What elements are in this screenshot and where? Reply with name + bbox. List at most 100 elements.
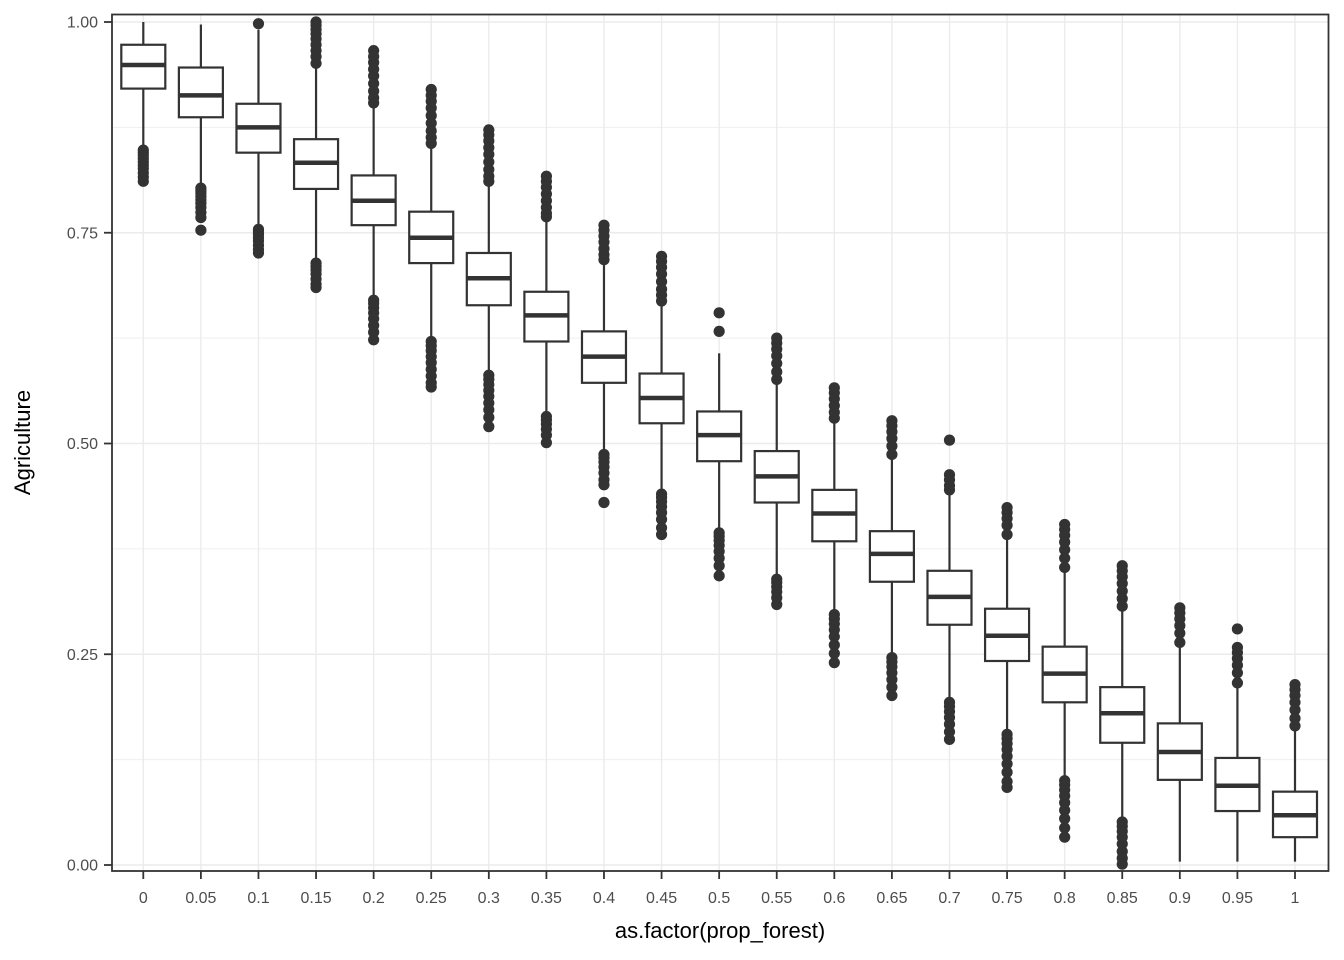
outlier-point: [368, 334, 380, 346]
x-tick-label: 0.45: [646, 890, 677, 907]
outlier-point: [1231, 623, 1244, 635]
outlier-point: [771, 357, 783, 370]
outlier-point: [655, 528, 668, 541]
y-tick-label: 0.25: [67, 647, 98, 664]
outlier-point: [310, 57, 322, 69]
outlier-point: [1059, 561, 1071, 574]
outlier-point: [1001, 766, 1013, 778]
box-0.55: [753, 332, 800, 611]
y-tick-label: 0.50: [67, 436, 98, 453]
box-0.8: [1041, 518, 1088, 843]
outlier-point: [598, 479, 610, 491]
outlier-point: [1116, 600, 1128, 612]
x-tick-label: 0.15: [300, 890, 331, 907]
outlier-point: [195, 211, 207, 224]
outlier-point: [1001, 758, 1013, 770]
box-0.65: [868, 415, 916, 702]
x-tick-label: 0: [139, 890, 148, 907]
box-0.45: [638, 250, 685, 541]
outlier-point: [1059, 813, 1071, 825]
outlier-point: [137, 175, 149, 187]
outlier-point: [1001, 519, 1013, 531]
outlier-point: [886, 681, 898, 693]
outlier-point: [483, 411, 495, 423]
box-0.85: [1099, 560, 1146, 870]
y-tick-label: 0.00: [67, 858, 98, 875]
box-0.7: [926, 434, 973, 745]
outlier-point: [1059, 544, 1071, 556]
x-tick-label: 0.2: [363, 890, 385, 907]
outlier-point: [655, 295, 668, 307]
outlier-point: [1059, 822, 1071, 834]
outlier-point: [1001, 528, 1013, 541]
outlier-point: [1174, 627, 1186, 639]
outlier-point: [1059, 552, 1071, 564]
x-tick-label: 0.75: [992, 890, 1023, 907]
box-0: [120, 22, 167, 187]
outlier-point: [540, 211, 552, 223]
x-tick-label: 0.5: [708, 890, 730, 907]
y-axis-title: Agriculture: [10, 390, 35, 495]
x-tick-label: 0.6: [823, 890, 845, 907]
outlier-point: [598, 496, 610, 509]
x-tick-label: 0.05: [185, 890, 216, 907]
outlier-point: [1289, 704, 1301, 716]
outlier-point: [943, 733, 956, 745]
box-0.05: [177, 24, 224, 236]
outlier-point: [195, 224, 207, 236]
outlier-point: [252, 18, 265, 30]
box-0.2: [350, 45, 397, 346]
outlier-point: [771, 373, 783, 386]
outlier-point: [598, 254, 610, 266]
box-0.75: [983, 501, 1031, 794]
outlier-point: [713, 325, 725, 337]
outlier-point: [1289, 720, 1301, 732]
x-axis-title: as.factor(prop_forest): [615, 918, 825, 943]
outlier-point: [310, 281, 322, 294]
x-tick-label: 0.7: [938, 890, 960, 907]
x-tick-label: 1: [1291, 890, 1300, 907]
outlier-point: [425, 381, 437, 393]
outlier-point: [483, 175, 495, 187]
outlier-point: [943, 484, 956, 496]
outlier-point: [1059, 831, 1071, 843]
outlier-point: [1174, 636, 1186, 649]
x-tick-label: 0.8: [1054, 890, 1076, 907]
outlier-point: [483, 421, 495, 433]
outlier-point: [1059, 804, 1071, 816]
outlier-point: [1116, 858, 1128, 870]
y-tick-label: 1.00: [67, 15, 98, 32]
x-tick-label: 0.3: [478, 890, 500, 907]
outlier-point: [886, 440, 898, 452]
outlier-point: [828, 647, 840, 660]
outlier-point: [368, 97, 380, 109]
box-1: [1271, 678, 1319, 862]
outlier-point: [771, 598, 783, 611]
outlier-point: [1231, 677, 1244, 689]
x-tick-label: 0.95: [1222, 890, 1253, 907]
outlier-point: [828, 657, 840, 669]
x-tick-label: 0.9: [1169, 890, 1191, 907]
y-tick-label: 0.75: [67, 225, 98, 242]
outlier-point: [713, 570, 725, 582]
outlier-point: [425, 137, 437, 149]
box-0.95: [1214, 623, 1261, 862]
box-0.3: [465, 124, 512, 433]
box-0.25: [408, 83, 455, 393]
outlier-point: [713, 560, 725, 572]
outlier-point: [1001, 781, 1013, 794]
box-0.5: [696, 307, 743, 582]
outlier-point: [828, 630, 840, 643]
box-0.15: [292, 16, 340, 294]
outlier-point: [886, 689, 898, 702]
x-tick-label: 0.85: [1107, 890, 1138, 907]
x-tick-label: 0.1: [247, 890, 269, 907]
iqr-box: [868, 530, 916, 583]
box-0.9: [1156, 602, 1203, 862]
x-tick-label: 0.55: [761, 890, 792, 907]
outlier-point: [828, 639, 840, 651]
outlier-point: [943, 434, 956, 446]
box-0.4: [580, 219, 628, 509]
